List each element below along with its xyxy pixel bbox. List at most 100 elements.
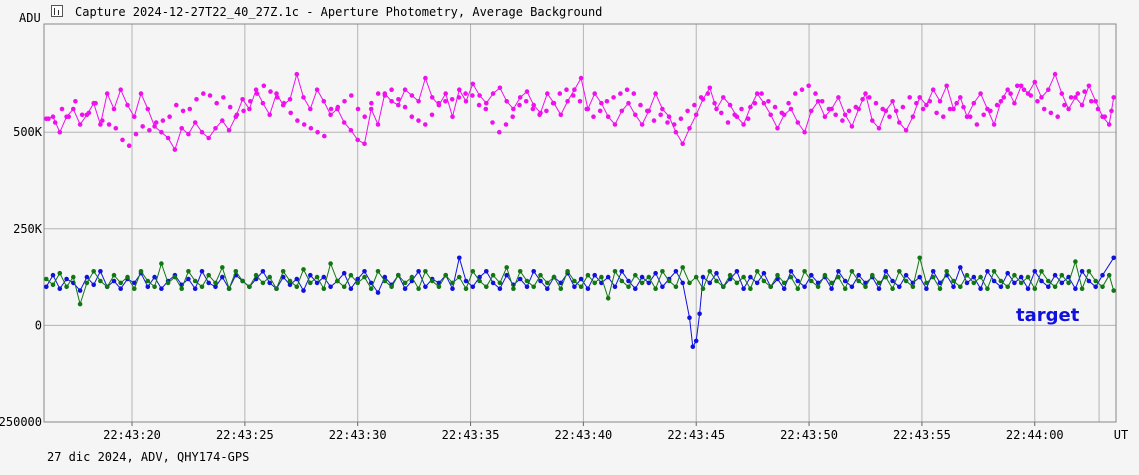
data-point bbox=[91, 282, 96, 288]
data-point bbox=[1059, 272, 1065, 278]
data-point bbox=[443, 91, 449, 96]
data-point bbox=[503, 122, 509, 127]
data-point bbox=[687, 280, 692, 286]
data-point bbox=[206, 272, 211, 278]
data-point bbox=[429, 112, 435, 118]
data-point bbox=[880, 106, 885, 112]
data-point bbox=[978, 91, 983, 96]
data-point bbox=[685, 108, 690, 114]
data-point bbox=[1068, 95, 1074, 100]
data-point bbox=[1093, 284, 1098, 290]
data-point bbox=[261, 83, 267, 89]
data-point bbox=[186, 276, 191, 282]
data-point bbox=[1079, 286, 1085, 292]
data-point bbox=[456, 95, 462, 100]
data-point bbox=[44, 276, 49, 282]
data-point bbox=[671, 122, 677, 127]
data-point bbox=[714, 278, 719, 284]
data-point bbox=[314, 280, 320, 286]
data-point bbox=[947, 106, 953, 112]
data-point bbox=[463, 286, 469, 292]
data-point bbox=[79, 112, 85, 118]
data-point bbox=[799, 87, 805, 92]
data-point bbox=[1086, 83, 1092, 89]
data-point bbox=[887, 114, 892, 119]
data-point bbox=[883, 274, 889, 280]
data-point bbox=[118, 286, 123, 292]
data-point bbox=[714, 106, 719, 112]
data-point bbox=[241, 108, 246, 114]
data-point bbox=[890, 286, 895, 292]
data-point bbox=[254, 91, 260, 96]
data-point bbox=[951, 284, 956, 290]
x-tick-label: 22:43:40 bbox=[554, 428, 612, 442]
data-point bbox=[897, 120, 902, 125]
data-point bbox=[795, 120, 801, 125]
data-point bbox=[687, 126, 692, 131]
data-point bbox=[741, 274, 746, 280]
data-point bbox=[611, 95, 616, 100]
data-point bbox=[665, 120, 670, 125]
data-point bbox=[572, 278, 577, 284]
data-point bbox=[470, 93, 475, 98]
data-point bbox=[201, 91, 206, 96]
data-point bbox=[971, 100, 977, 106]
data-point bbox=[315, 129, 320, 135]
data-point bbox=[160, 118, 166, 123]
series-2 bbox=[44, 255, 1116, 307]
data-point bbox=[470, 284, 476, 290]
data-point bbox=[638, 102, 643, 108]
data-point bbox=[981, 112, 986, 118]
data-point bbox=[301, 288, 306, 293]
data-point bbox=[754, 91, 760, 96]
series-label-target: target bbox=[1016, 305, 1080, 326]
data-point bbox=[802, 129, 807, 135]
data-point bbox=[748, 286, 753, 292]
data-point bbox=[937, 99, 943, 104]
data-point bbox=[653, 286, 658, 292]
data-point bbox=[260, 269, 266, 274]
data-point bbox=[423, 269, 428, 274]
data-point bbox=[700, 274, 706, 280]
data-point bbox=[504, 99, 510, 104]
data-point bbox=[1032, 79, 1038, 85]
data-point bbox=[396, 272, 401, 278]
data-point bbox=[470, 269, 476, 274]
data-point bbox=[712, 100, 717, 106]
data-point bbox=[314, 87, 320, 92]
data-point bbox=[1052, 284, 1058, 290]
data-point bbox=[998, 284, 1004, 290]
data-point bbox=[619, 269, 625, 274]
data-point bbox=[707, 269, 713, 274]
data-point bbox=[66, 114, 71, 119]
y-tick-label: 0 bbox=[35, 318, 42, 332]
data-point bbox=[944, 269, 949, 274]
data-point bbox=[71, 274, 76, 280]
data-point bbox=[477, 274, 482, 280]
data-point bbox=[490, 280, 496, 286]
data-point bbox=[517, 276, 523, 282]
data-point bbox=[436, 100, 442, 106]
data-point bbox=[822, 272, 828, 278]
data-point bbox=[355, 276, 361, 282]
data-point bbox=[910, 114, 916, 119]
data-point bbox=[206, 135, 211, 141]
data-point bbox=[745, 116, 751, 121]
data-point bbox=[544, 108, 549, 114]
data-point bbox=[77, 288, 83, 293]
data-point bbox=[890, 99, 895, 104]
data-point bbox=[678, 116, 684, 121]
data-point bbox=[605, 274, 611, 280]
data-point bbox=[321, 99, 327, 104]
data-point bbox=[991, 122, 997, 127]
data-point bbox=[416, 99, 421, 104]
data-point bbox=[1106, 272, 1112, 278]
data-point bbox=[551, 274, 557, 280]
data-point bbox=[991, 278, 997, 284]
data-point bbox=[1066, 106, 1071, 112]
data-point bbox=[206, 280, 211, 286]
data-point bbox=[179, 286, 184, 292]
data-point bbox=[958, 284, 963, 290]
data-point bbox=[207, 93, 213, 98]
